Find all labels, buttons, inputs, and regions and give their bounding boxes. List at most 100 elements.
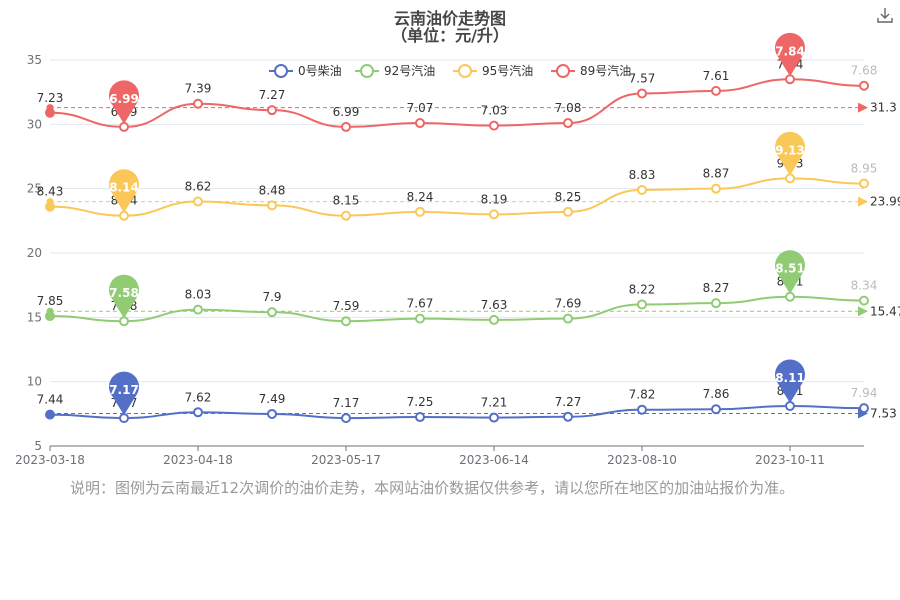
series-2-point	[859, 178, 869, 189]
series-3-point	[563, 118, 573, 129]
series-1-point	[563, 313, 573, 324]
series-0-point	[341, 413, 351, 424]
series-2-point	[711, 183, 721, 194]
series-2-point	[563, 206, 573, 217]
series-0-line	[49, 404, 865, 420]
series-0-point	[193, 407, 203, 418]
series-1-max-pin-label: 8.51	[775, 262, 805, 276]
series-3-point	[489, 120, 499, 131]
series-3-data-label: 6.99	[333, 105, 360, 119]
series-0-min-pin-label: 7.17	[109, 383, 139, 397]
series-2-avg-label: 23.99	[870, 195, 900, 209]
series-0-max-pin-label: 8.11	[775, 371, 805, 385]
series-3-min-pin-label: 6.99	[109, 92, 139, 106]
series-1-point-first	[46, 312, 54, 321]
series-0-data-label: 7.17	[333, 396, 360, 410]
x-tick-label: 2023-05-17	[311, 453, 381, 467]
series-3-max-pin-label: 7.84	[775, 44, 805, 58]
x-tick-label: 2023-10-11	[755, 453, 825, 467]
download-icon[interactable]	[876, 6, 894, 24]
legend-marker	[360, 64, 374, 78]
series-3-data-label: 7.07	[407, 101, 434, 115]
series-0-point-first	[46, 410, 54, 419]
y-tick-label: 15	[27, 310, 42, 324]
series-1-point	[489, 314, 499, 325]
series-2-min-pin	[109, 169, 139, 213]
series-0-data-label: 7.44	[37, 393, 64, 407]
series-1-data-label: 7.85	[37, 294, 64, 308]
series-1-point	[267, 307, 277, 318]
series-3-point	[785, 74, 795, 85]
series-0-point	[119, 413, 129, 424]
series-3-data-label: 7.27	[259, 88, 286, 102]
series-2-point	[785, 173, 795, 184]
series-0-point	[563, 411, 573, 422]
series-3-data-label: 7.03	[481, 104, 508, 118]
series-1-point	[637, 299, 647, 310]
series-3-point-first	[46, 108, 54, 117]
series-2-point	[415, 206, 425, 217]
legend-label: 92号汽油	[384, 63, 435, 78]
series-2-point	[267, 200, 277, 211]
series-3-point	[193, 98, 203, 109]
series-2-point	[119, 210, 129, 221]
series-0-point	[859, 403, 869, 414]
series-0-data-label: 7.49	[259, 392, 286, 406]
series-3-avg-label: 31.3	[870, 101, 897, 115]
y-tick-label: 30	[27, 117, 42, 131]
series-3-point	[341, 121, 351, 132]
series-2-data-label: 8.48	[259, 183, 286, 197]
series-3-data-label: 7.08	[555, 101, 582, 115]
series-1-point	[119, 316, 129, 327]
series-2-min-pin-label: 8.14	[109, 181, 139, 195]
series-1-point	[415, 313, 425, 324]
series-1-data-label: 8.22	[629, 282, 656, 296]
x-tick-label: 2023-06-14	[459, 453, 529, 467]
series-0-point	[785, 400, 795, 411]
series-1-data-label: 8.34	[851, 279, 878, 293]
y-tick-label: 20	[27, 246, 42, 260]
series-2-data-label: 8.62	[185, 180, 212, 194]
series-0-data-label: 7.21	[481, 396, 508, 410]
series-2-point	[193, 196, 203, 207]
series-2-point	[637, 184, 647, 195]
chart-note: 说明：图例为云南最近12次调价的油价走势，本网站油价数据仅供参考，请以您所在地区…	[70, 479, 795, 497]
series-3-point	[859, 80, 869, 91]
series-1-max-pin	[775, 250, 805, 294]
series-2-avg-arrow	[858, 196, 868, 207]
series-1-avg-arrow	[858, 306, 868, 317]
x-tick-label: 2023-04-18	[163, 453, 233, 467]
series-0-data-label: 7.62	[185, 390, 212, 404]
legend-marker	[458, 64, 472, 78]
series-1-data-label: 8.27	[703, 281, 730, 295]
series-2-point-first	[46, 202, 54, 211]
series-2-data-label: 8.95	[851, 162, 878, 176]
series-2-max-pin-label: 9.13	[775, 143, 805, 157]
series-0-data-label: 7.86	[703, 387, 730, 401]
series-2-point	[341, 210, 351, 221]
series-1-data-label: 8.03	[185, 288, 212, 302]
series-3-point	[267, 105, 277, 116]
series-2-data-label: 8.25	[555, 190, 582, 204]
series-2-data-label: 8.15	[333, 194, 360, 208]
y-tick-label: 35	[27, 53, 42, 67]
legend-marker	[274, 64, 288, 78]
x-tick-label: 2023-03-18	[15, 453, 85, 467]
series-0-point	[267, 408, 277, 419]
series-3-max-pin	[775, 32, 805, 77]
series-3-avg-arrow	[858, 102, 868, 113]
series-2-data-label: 8.83	[629, 168, 656, 182]
series-1-point	[193, 304, 203, 315]
series-2-data-label: 8.24	[407, 190, 434, 204]
legend-label: 95号汽油	[482, 63, 533, 78]
series-3-data-label: 7.61	[703, 69, 730, 83]
series-2-data-label: 8.19	[481, 192, 508, 206]
series-0-data-label: 7.94	[851, 386, 878, 400]
series-3-point	[637, 88, 647, 99]
y-tick-label: 5	[34, 439, 42, 453]
legend-label: 89号汽油	[580, 63, 631, 78]
series-1-avg-label: 15.47	[870, 304, 900, 318]
series-0-data-label: 7.25	[407, 395, 434, 409]
series-3-data-label: 7.57	[629, 71, 656, 85]
